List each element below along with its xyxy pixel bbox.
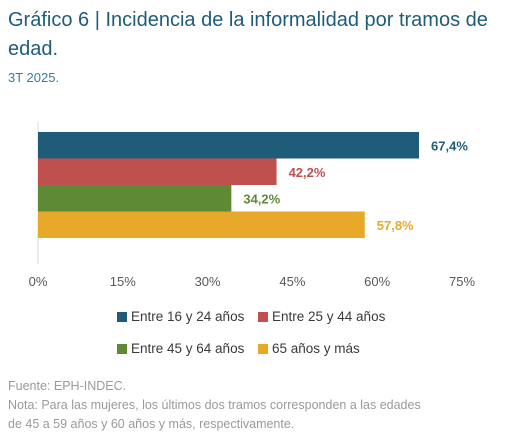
chart-footer: Fuente: EPH-INDEC. Nota: Para las mujere… [8, 377, 503, 434]
legend-label: Entre 45 y 64 años [131, 341, 245, 356]
x-tick-label: 60% [364, 274, 390, 289]
x-tick-label: 45% [279, 274, 305, 289]
legend-swatch [258, 311, 268, 322]
x-tick-label: 15% [110, 274, 136, 289]
bar-3 [38, 185, 232, 212]
bar-1 [38, 132, 420, 159]
bar-4 [38, 211, 365, 238]
note-text-line2: de 45 a 59 años y 60 años y más, respect… [8, 417, 295, 431]
legend-item-1: Entre 16 y 24 años [117, 309, 244, 324]
chart-title: Gráfico 6 | Incidencia de la informalida… [8, 9, 488, 60]
data-label-2: 42,2% [289, 165, 326, 180]
legend-item-4: 65 años y más [258, 341, 360, 356]
source-text: Fuente: EPH-INDEC. [8, 379, 127, 393]
legend-swatch [117, 343, 127, 354]
note-text-line1: Nota: Para las mujeres, los últimos dos … [8, 398, 421, 412]
legend-swatch [258, 343, 268, 354]
legend-item-3: Entre 45 y 64 años [117, 341, 244, 356]
x-tick-label: 30% [195, 274, 221, 289]
x-tick-label: 0% [29, 274, 48, 289]
legend-swatch [117, 311, 127, 322]
legend-label: Entre 16 y 24 años [131, 309, 245, 324]
legend-label: Entre 25 y 44 años [272, 309, 386, 324]
bar-chart: 67,4% 42,2% 34,2% 57,8% 0% 15% 30% 45% 60% 75% [29, 122, 475, 289]
chart-subtitle: 3T 2025. [8, 70, 60, 85]
legend-label: 65 años y más [272, 341, 360, 356]
bar-2 [38, 158, 277, 185]
data-label-4: 57,8% [377, 218, 414, 233]
data-label-1: 67,4% [431, 138, 468, 153]
data-label-3: 34,2% [243, 191, 280, 206]
x-tick-label: 75% [449, 274, 475, 289]
legend-item-2: Entre 25 y 44 años [258, 309, 385, 324]
